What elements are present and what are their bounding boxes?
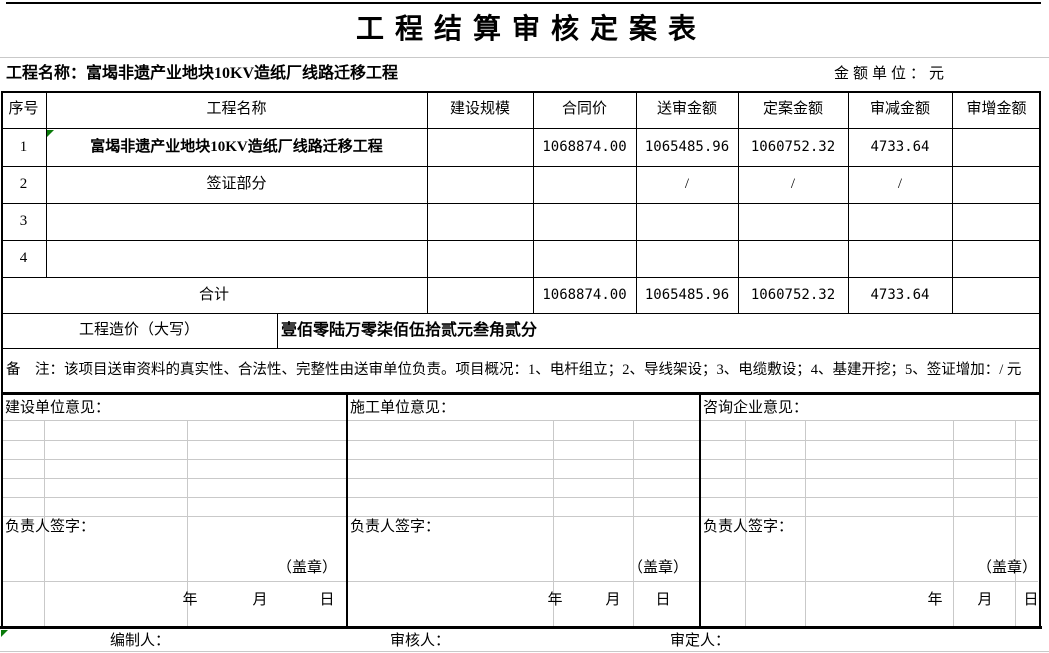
table-row-project-name: 签证部分 <box>206 176 267 192</box>
cell-flag-triangle-icon <box>1 630 8 637</box>
opinion-consultant-sign-label: 负责人签字： <box>703 518 794 535</box>
border-line-h <box>1 166 1041 167</box>
amount-unit-label: 金额单位：元 <box>833 65 948 82</box>
total-finalized-value: 1060752.32 <box>750 287 836 303</box>
grid-line-v <box>633 420 634 626</box>
opinion-consultant-title: 咨询企业意见： <box>703 399 809 416</box>
grid-line-v <box>1015 420 1016 626</box>
table-row-submitted-value: 1065485.96 <box>644 139 730 155</box>
col-header-reduced: 审减金额 <box>869 101 930 117</box>
table-row-submitted-value: / <box>684 176 690 192</box>
grid-line-h <box>0 651 1049 652</box>
col-header-submitted: 送审金额 <box>656 101 717 117</box>
col-header-project: 工程名称 <box>206 101 267 117</box>
grid-line-h <box>2 581 1038 582</box>
grid-line-h <box>2 497 1038 498</box>
date-month-label: 月 <box>605 591 621 608</box>
border-line-v <box>427 91 428 313</box>
table-row-finalized-value: / <box>790 176 796 192</box>
grid-line-h <box>2 516 1038 517</box>
grid-line-h <box>2 459 1038 460</box>
cell-flag-triangle-icon <box>47 130 54 137</box>
table-row-finalized-value: 1060752.32 <box>750 139 836 155</box>
date-day-label: 日 <box>655 591 671 608</box>
opinion-contractor-title: 施工单位意见： <box>350 399 456 416</box>
grid-line-v <box>805 420 806 626</box>
col-header-finalized: 定案金额 <box>762 101 823 117</box>
table-row-seq: 3 <box>19 213 28 229</box>
opinion-contractor-sign-label: 负责人签字： <box>350 518 441 535</box>
date-day-label: 日 <box>319 591 335 608</box>
border-line-h <box>1 203 1041 204</box>
total-row-label: 合计 <box>198 286 229 303</box>
date-month-label: 月 <box>977 591 993 608</box>
opinion-owner-sign-label: 负责人签字： <box>5 518 96 535</box>
table-row-project-name: 富堨非遗产业地块10KV造纸厂线路迁移工程 <box>90 138 383 155</box>
total-contract-value: 1068874.00 <box>542 287 627 303</box>
col-header-scale: 建设规模 <box>449 101 510 117</box>
remark-text: 备 注：该项目送审资料的真实性、合法性、完整性由送审单位负责。项目概况：1、电杆… <box>6 361 1022 378</box>
grid-line-h <box>2 440 1038 441</box>
total-reduced-value: 4733.64 <box>870 287 930 303</box>
reviewer-label: 审核人： <box>390 632 451 649</box>
border-line-v <box>848 91 849 313</box>
border-line-v <box>277 313 278 348</box>
page-title: 工程结算审核定案表 <box>355 14 707 45</box>
opinion-owner-title: 建设单位意见： <box>5 399 111 416</box>
opinion-owner-seal-label: （盖章） <box>276 559 337 576</box>
approver-label: 审定人： <box>670 632 731 649</box>
col-header-contract: 合同价 <box>561 101 607 117</box>
border-line-h <box>1 128 1041 129</box>
grid-line-v <box>745 420 746 626</box>
grid-line-h <box>2 420 1038 421</box>
border-line-h <box>1 240 1041 241</box>
border-line-v <box>636 91 637 313</box>
table-row-seq: 4 <box>19 250 28 266</box>
border-line-h <box>1 392 1041 395</box>
border-line-h <box>0 626 1042 629</box>
amount-in-words-label: 工程造价（大写） <box>78 322 199 338</box>
date-year-label: 年 <box>547 591 563 608</box>
grid-line-h <box>2 478 1038 479</box>
border-line-v <box>346 392 348 626</box>
amount-in-words-value: 壹佰零陆万零柒佰伍拾贰元叁角贰分 <box>281 321 538 339</box>
col-header-seq: 序号 <box>8 101 39 117</box>
opinion-contractor-seal-label: （盖章） <box>627 559 688 576</box>
grid-line-v <box>187 420 188 626</box>
date-year-label: 年 <box>927 591 943 608</box>
table-row-seq: 2 <box>19 176 28 192</box>
border-line-h <box>6 2 1041 4</box>
border-line-v <box>952 91 953 313</box>
border-line-v <box>738 91 739 313</box>
project-name-label: 工程名称：富堨非遗产业地块10KV造纸厂线路迁移工程 <box>6 65 399 82</box>
date-year-label: 年 <box>182 591 198 608</box>
table-row-seq: 1 <box>19 138 28 155</box>
border-line-v <box>1039 91 1041 629</box>
date-month-label: 月 <box>252 591 268 608</box>
border-line-h <box>1 348 1041 349</box>
opinion-consultant-seal-label: （盖章） <box>976 559 1037 576</box>
preparer-label: 编制人： <box>110 632 171 649</box>
border-line-h <box>1 313 1041 314</box>
total-submitted-value: 1065485.96 <box>644 287 730 303</box>
border-line-h <box>1 91 1041 93</box>
border-line-v <box>533 91 534 313</box>
grid-line-v <box>553 420 554 626</box>
col-header-increased: 审增金额 <box>966 101 1027 117</box>
border-line-v <box>1 91 3 629</box>
table-row-contract-value: 1068874.00 <box>542 139 627 155</box>
border-line-v <box>46 91 47 277</box>
table-row-reduced-value: / <box>897 176 903 192</box>
table-row-reduced-value: 4733.64 <box>870 139 930 155</box>
grid-line-v <box>953 420 954 626</box>
grid-line-v <box>44 420 45 626</box>
border-line-v <box>699 392 701 626</box>
grid-line-h <box>0 57 1049 58</box>
border-line-h <box>1 277 1041 278</box>
date-day-label: 日 <box>1023 591 1039 608</box>
